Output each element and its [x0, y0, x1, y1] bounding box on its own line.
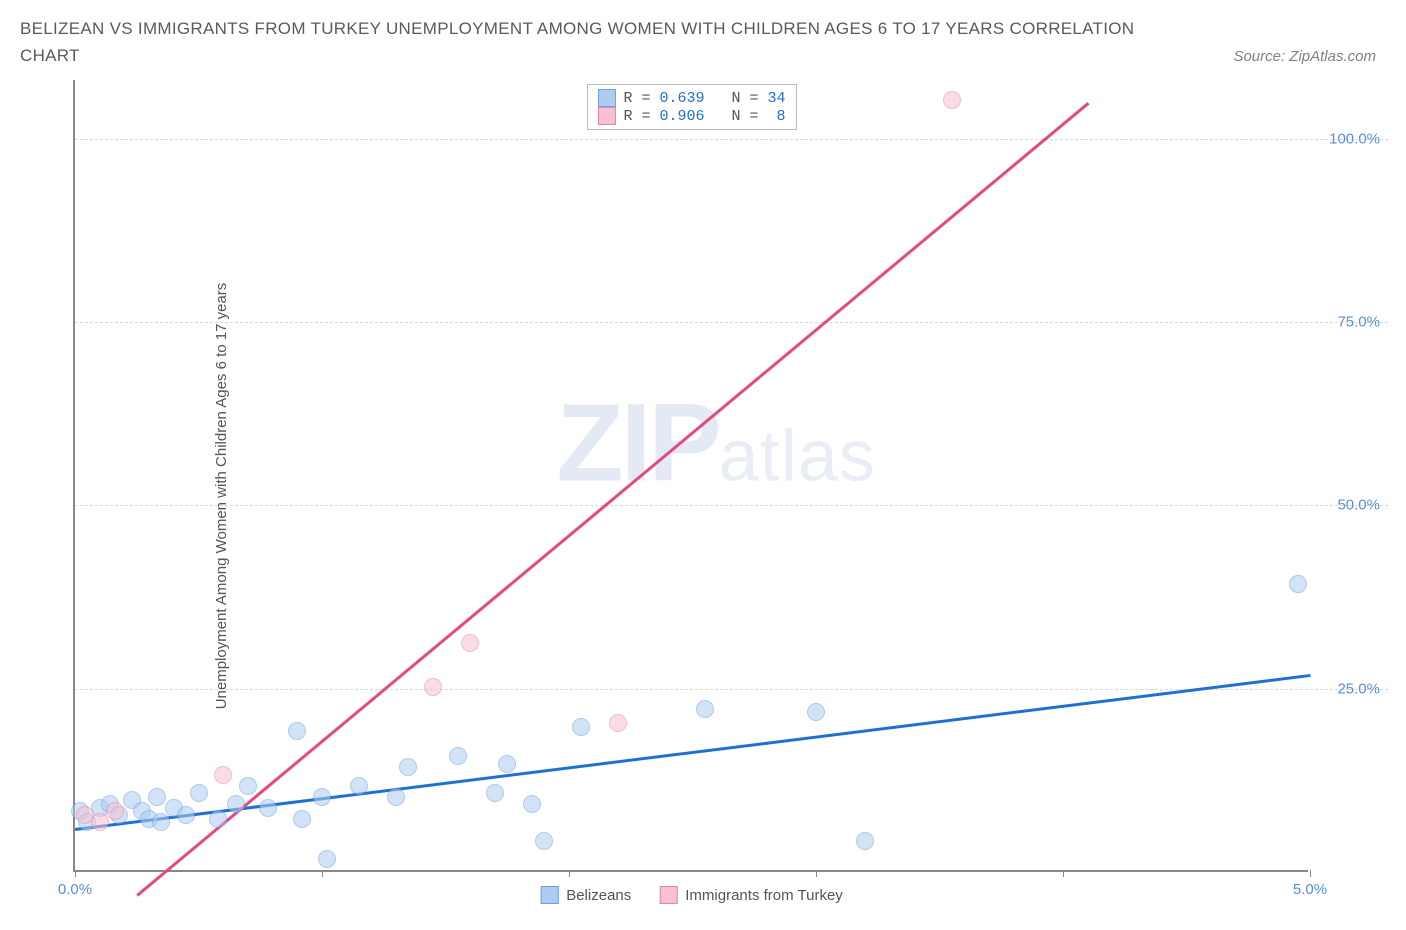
- xtick: [322, 870, 323, 877]
- xtick: [1310, 870, 1311, 877]
- gridline-h: [75, 505, 1388, 506]
- chart-container: Unemployment Among Women with Children A…: [18, 80, 1388, 912]
- scatter-point: [350, 777, 368, 795]
- legend-stats-text: R = 0.639 N = 34: [623, 90, 785, 107]
- legend-stats-row: R = 0.906 N = 8: [597, 107, 785, 125]
- legend-swatch: [597, 107, 615, 125]
- scatter-point: [148, 788, 166, 806]
- legend-series-label: Immigrants from Turkey: [685, 887, 843, 904]
- scatter-point: [209, 810, 227, 828]
- scatter-point: [293, 810, 311, 828]
- scatter-point: [399, 758, 417, 776]
- watermark: ZIPatlas: [557, 380, 876, 507]
- scatter-point: [486, 784, 504, 802]
- scatter-point: [190, 784, 208, 802]
- scatter-point: [523, 795, 541, 813]
- source-label: Source: ZipAtlas.com: [1233, 48, 1376, 65]
- legend-series-item: Belizeans: [540, 886, 631, 904]
- scatter-point: [943, 91, 961, 109]
- legend-stats-text: R = 0.906 N = 8: [623, 108, 785, 125]
- scatter-point: [214, 766, 232, 784]
- scatter-point: [313, 788, 331, 806]
- scatter-point: [239, 777, 257, 795]
- chart-title: BELIZEAN VS IMMIGRANTS FROM TURKEY UNEMP…: [20, 15, 1140, 69]
- xtick: [816, 870, 817, 877]
- scatter-point: [227, 795, 245, 813]
- watermark-part1: ZIP: [557, 380, 719, 507]
- legend-stats: R = 0.639 N = 34R = 0.906 N = 8: [586, 84, 796, 130]
- legend-swatch: [659, 886, 677, 904]
- scatter-point: [177, 806, 195, 824]
- scatter-point: [1289, 575, 1307, 593]
- plot-area: ZIPatlas R = 0.639 N = 34R = 0.906 N = 8…: [73, 80, 1308, 872]
- scatter-point: [609, 714, 627, 732]
- xtick-label: 5.0%: [1293, 881, 1327, 898]
- scatter-point: [535, 832, 553, 850]
- scatter-point: [856, 832, 874, 850]
- legend-series-label: Belizeans: [566, 887, 631, 904]
- legend-stats-row: R = 0.639 N = 34: [597, 89, 785, 107]
- gridline-h: [75, 322, 1388, 323]
- legend-swatch: [540, 886, 558, 904]
- watermark-part2: atlas: [719, 416, 876, 498]
- scatter-point: [449, 747, 467, 765]
- legend-swatch: [597, 89, 615, 107]
- ytick-label: 50.0%: [1337, 497, 1380, 514]
- trend-line: [136, 102, 1089, 896]
- scatter-point: [572, 718, 590, 736]
- scatter-point: [498, 755, 516, 773]
- legend-series: Belizeans Immigrants from Turkey: [540, 886, 843, 904]
- scatter-point: [318, 850, 336, 868]
- scatter-point: [424, 678, 442, 696]
- xtick: [75, 870, 76, 877]
- gridline-h: [75, 139, 1388, 140]
- scatter-point: [259, 799, 277, 817]
- ytick-label: 25.0%: [1337, 680, 1380, 697]
- scatter-point: [288, 722, 306, 740]
- scatter-point: [106, 802, 124, 820]
- ytick-label: 100.0%: [1329, 130, 1380, 147]
- scatter-point: [696, 700, 714, 718]
- xtick: [569, 870, 570, 877]
- xtick-label: 0.0%: [58, 881, 92, 898]
- xtick: [1063, 870, 1064, 877]
- legend-series-item: Immigrants from Turkey: [659, 886, 843, 904]
- scatter-point: [152, 813, 170, 831]
- scatter-point: [387, 788, 405, 806]
- scatter-point: [461, 634, 479, 652]
- ytick-label: 75.0%: [1337, 314, 1380, 331]
- scatter-point: [807, 703, 825, 721]
